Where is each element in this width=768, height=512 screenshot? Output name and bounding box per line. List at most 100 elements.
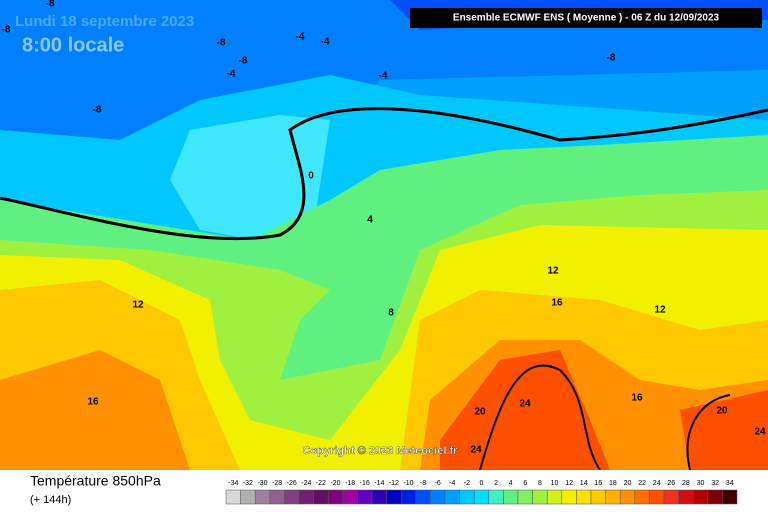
scale-swatch: [663, 489, 679, 505]
scale-swatch: [254, 489, 271, 505]
scale-swatch: [473, 489, 490, 505]
scale-swatch: [313, 489, 329, 505]
scale-label: 4: [509, 480, 513, 487]
scale-swatch: [576, 489, 592, 505]
scale-swatch: [357, 489, 373, 505]
scale-label: -28: [272, 480, 282, 487]
scale-swatch: [284, 489, 300, 505]
contour-label: 16: [87, 397, 99, 408]
scale-swatch: [269, 489, 285, 505]
scale-label: 2: [494, 480, 498, 487]
contour-label: 16: [631, 393, 643, 404]
scale-swatch: [503, 489, 519, 505]
scale-swatch: [371, 489, 387, 505]
scale-label: -2: [464, 480, 470, 487]
contour-label: 16: [551, 298, 563, 309]
contour-label: -8: [2, 25, 11, 36]
contour-label: -8: [46, 0, 55, 10]
scale-label: -18: [345, 480, 355, 487]
contour-label: 24: [754, 427, 766, 438]
scale-label: 28: [682, 480, 690, 487]
contour-label: 12: [547, 266, 559, 277]
cold-area: [0, 0, 768, 30]
scale-label: -24: [301, 480, 311, 487]
contour-label: -8: [239, 56, 248, 67]
scale-label: -32: [243, 480, 253, 487]
scale-label: 30: [697, 480, 705, 487]
scale-label: 24: [653, 480, 661, 487]
scale-swatch: [692, 489, 709, 505]
scale-label: 34: [726, 480, 734, 487]
contour-label: -8: [93, 105, 102, 116]
scale-label: -20: [330, 480, 340, 487]
contour-label: 24: [470, 445, 482, 456]
scale-swatch: [678, 489, 694, 505]
contour-line: [686, 394, 731, 471]
time: 8:00 locale: [22, 34, 124, 56]
contour-label: 8: [388, 308, 394, 319]
scale-swatch: [400, 489, 417, 505]
contour-label: -8: [217, 38, 226, 49]
contour-label: -4: [227, 69, 236, 80]
contour-label: -8: [607, 53, 616, 64]
scale-label: 18: [609, 480, 617, 487]
scale-swatch: [488, 489, 504, 505]
scale-swatch: [561, 489, 577, 505]
scale-label: 6: [523, 480, 527, 487]
scale-swatch: [386, 489, 402, 505]
scale-swatch: [605, 489, 621, 505]
scale-swatch: [634, 489, 650, 505]
scale-swatch: [415, 489, 431, 505]
contour-label: 4: [367, 215, 373, 226]
contour-label: -4: [321, 37, 330, 48]
footer-subtitle: (+ 144h): [30, 494, 71, 506]
scale-swatch: [707, 489, 723, 505]
scale-label: 22: [638, 480, 646, 487]
contour-label: 24: [519, 399, 531, 410]
scale-swatch: [327, 489, 344, 505]
scale-label: -14: [374, 480, 384, 487]
contour-label: 0: [308, 171, 314, 182]
scale-label: 26: [667, 480, 675, 487]
scale-label: -4: [449, 480, 455, 487]
contour-label: 12: [654, 305, 666, 316]
model-info: Ensemble ECMWF ENS ( Moyenne ) - 06 Z du…: [453, 13, 720, 24]
scale-swatch: [546, 489, 563, 505]
scale-swatch: [722, 489, 738, 505]
scale-label: -10: [403, 480, 413, 487]
scale-swatch: [298, 489, 314, 505]
scale-label: 0: [480, 480, 484, 487]
contour-line: [0, 107, 768, 241]
contour-line: [479, 364, 601, 471]
scale-swatch: [590, 489, 606, 505]
scale-swatch: [532, 489, 548, 505]
contour-label: 20: [474, 407, 486, 418]
scale-label: 8: [538, 480, 542, 487]
scale-label: 32: [711, 480, 719, 487]
band: [440, 350, 768, 470]
scale-label: -26: [287, 480, 297, 487]
scale-swatch: [240, 489, 256, 505]
scale-label: -8: [420, 480, 426, 487]
scale-label: 16: [594, 480, 602, 487]
scale-label: -16: [360, 480, 370, 487]
band: [170, 115, 330, 250]
scale-swatch: [459, 489, 475, 505]
scale-swatch: [619, 489, 636, 505]
scale-swatch: [430, 489, 446, 505]
contour-label: 12: [132, 300, 144, 311]
scale-label: 14: [580, 480, 588, 487]
scale-label: -30: [257, 480, 267, 487]
scale-label: 12: [565, 480, 573, 487]
scale-label: 10: [551, 480, 559, 487]
scale-label: -12: [389, 480, 399, 487]
contour-label: 20: [716, 406, 728, 417]
scale-label: -34: [228, 480, 238, 487]
contour-label: -4: [379, 71, 388, 82]
scale-swatch: [444, 489, 460, 505]
contour-label: -4: [296, 32, 305, 43]
footer-title: Température 850hPa: [30, 473, 161, 489]
scale-swatch: [649, 489, 665, 505]
scale-swatch: [225, 489, 241, 505]
